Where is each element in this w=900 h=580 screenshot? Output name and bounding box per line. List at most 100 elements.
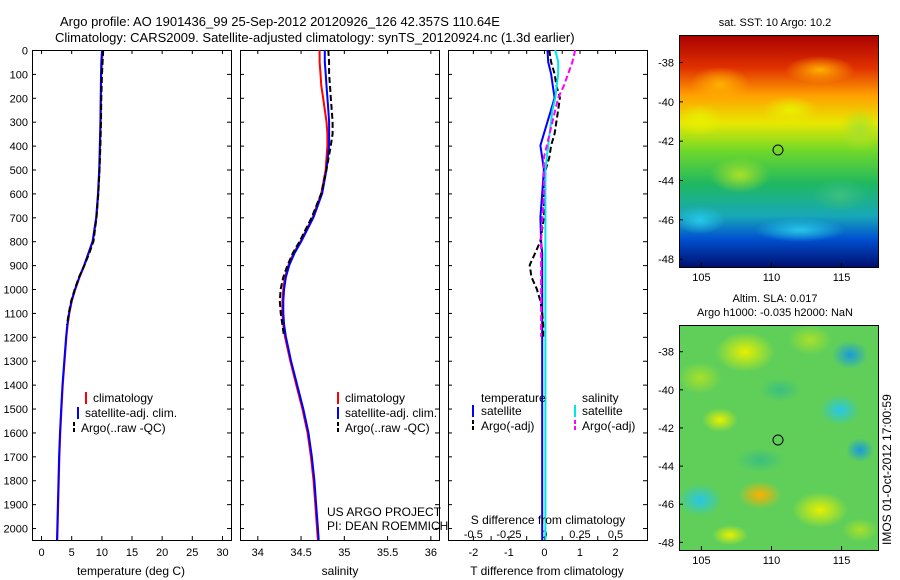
x-tick-label: -1 <box>504 547 514 559</box>
lat-tick-label: -46 <box>658 499 674 511</box>
series-line-satellite-adj-clim <box>56 49 103 541</box>
salinity-profile-plot: 34 34.5 35 35.5 36 <box>240 49 439 559</box>
depth-tick-label: 600 <box>10 189 28 201</box>
x-tick-label: 36 <box>425 547 437 559</box>
sst-map-title: sat. SST: 10 Argo: 10.2 <box>719 17 832 29</box>
x-tick-label: 1 <box>577 547 583 559</box>
sla-map-frame <box>679 325 879 551</box>
sst-map-ticks: -38 -40 -42 -44 -46 -48 105 110 115 <box>658 58 850 284</box>
temperature-profile-plot: 0100200300400500600700800900100011001200… <box>4 46 231 559</box>
depth-tick-label: 1800 <box>4 476 28 488</box>
legend-salinity-header: salinity <box>582 391 619 405</box>
depth-tick-label: 1400 <box>4 380 28 392</box>
x-tick-label: 30 <box>216 547 228 559</box>
depth-tick-label: 1500 <box>4 404 28 416</box>
lon-tick-label: 115 <box>833 272 851 284</box>
x-tick-label: 2 <box>612 547 618 559</box>
difference-legend: temperature salinity satellite Argo(-adj… <box>472 391 635 433</box>
s-diff-tick-label: 0.25 <box>569 529 590 541</box>
series-line-satellite-adj-clim <box>282 50 331 541</box>
sla-map-ticks: -38 -40 -42 -44 -46 -48 105 110 115 <box>658 347 850 567</box>
x-tick-label: 20 <box>156 547 168 559</box>
project-note-line2: PI: DEAN ROEMMICH <box>327 519 448 533</box>
depth-tick-label: 100 <box>10 69 28 81</box>
legend-temperature-header: temperature <box>481 391 546 405</box>
series-line-climatology <box>56 49 104 541</box>
lat-tick-label: -42 <box>658 423 674 435</box>
legend-climatology: climatology <box>345 391 405 405</box>
s-diff-tick-label: -0.25 <box>496 529 521 541</box>
series-line-s-satellite <box>544 49 560 540</box>
lat-tick-label: -40 <box>658 97 674 109</box>
x-tick-label: 35 <box>338 547 350 559</box>
lon-tick-label: 105 <box>692 555 710 567</box>
depth-tick-label: 800 <box>10 237 28 249</box>
depth-tick-label: 1900 <box>4 500 28 512</box>
argo-position-marker <box>772 144 784 156</box>
x-tick-label: -2 <box>468 547 478 559</box>
lat-tick-label: -38 <box>658 347 674 359</box>
legend-climatology: climatology <box>93 391 153 405</box>
lat-tick-label: -42 <box>658 136 674 148</box>
lat-tick-label: -48 <box>658 254 674 266</box>
sst-map-frame <box>679 35 879 268</box>
legend-argo: Argo(..raw -QC) <box>345 421 430 435</box>
x-tick-label: 35.5 <box>377 547 398 559</box>
difference-profile-plot: -2 -1 0 1 2-0.5 -0.25 0 0.25 0.5 <box>448 49 647 559</box>
depth-tick-label: 900 <box>10 261 28 273</box>
depth-tick-label: 400 <box>10 141 28 153</box>
series-line-argo-raw-qc <box>66 49 105 326</box>
lat-tick-label: -40 <box>658 385 674 397</box>
legend-t-argo: Argo(-adj) <box>481 419 534 433</box>
lat-tick-label: -38 <box>658 58 674 70</box>
difference-panel-frame <box>448 50 648 541</box>
legend-satellite-adj: satellite-adj. clim. <box>345 406 437 420</box>
t-difference-axis-label: T difference from climatology <box>470 564 624 578</box>
sla-map-title-line2: Argo h1000: -0.035 h2000: NaN <box>697 307 853 319</box>
lat-tick-label: -48 <box>658 537 674 549</box>
lon-tick-label: 110 <box>763 272 781 284</box>
imos-timestamp: IMOS 01-Oct-2012 17:00:59 <box>880 394 894 545</box>
figure-title-line1: Argo profile: AO 1901436_99 25-Sep-2012 … <box>60 14 500 29</box>
x-tick-label: 5 <box>69 547 75 559</box>
depth-tick-label: 300 <box>10 117 28 129</box>
x-tick-label: 34.5 <box>290 547 311 559</box>
x-tick-label: 34 <box>252 547 264 559</box>
depth-tick-label: 1200 <box>4 332 28 344</box>
depth-tick-label: 0 <box>22 46 28 58</box>
argo-position-marker <box>772 434 784 446</box>
series-line-s-argo-adj <box>540 49 577 337</box>
s-diff-tick-label: -0.5 <box>464 529 483 541</box>
figure-title-line2: Climatology: CARS2009. Satellite-adjuste… <box>55 30 575 45</box>
salinity-legend: climatology satellite-adj. clim. Argo(..… <box>337 391 437 435</box>
x-tick-label: 10 <box>96 547 108 559</box>
s-difference-axis-label: S difference from climatology <box>471 513 626 527</box>
lon-tick-label: 115 <box>833 555 851 567</box>
legend-s-satellite: satellite <box>582 404 623 418</box>
depth-tick-label: 2000 <box>4 524 28 536</box>
salinity-axis-label: salinity <box>322 564 359 578</box>
depth-tick-label: 200 <box>10 93 28 105</box>
series-line-climatology <box>281 50 329 541</box>
s-diff-tick-label: 0.5 <box>608 529 623 541</box>
salinity-panel-frame <box>240 50 440 541</box>
lat-tick-label: -44 <box>658 175 674 187</box>
depth-tick-label: 1300 <box>4 356 28 368</box>
depth-tick-label: 500 <box>10 165 28 177</box>
lat-tick-label: -46 <box>658 215 674 227</box>
sla-map <box>679 325 878 550</box>
lat-tick-label: -44 <box>658 461 674 473</box>
x-tick-label: 25 <box>186 547 198 559</box>
legend-s-argo: Argo(-adj) <box>582 419 635 433</box>
x-tick-label: 15 <box>126 547 138 559</box>
lon-tick-label: 105 <box>692 272 710 284</box>
temperature-legend: climatology satellite-adj. clim. Argo(..… <box>73 391 177 435</box>
sst-map <box>679 35 878 267</box>
depth-tick-label: 1000 <box>4 285 28 297</box>
legend-argo: Argo(..raw -QC) <box>81 421 166 435</box>
legend-t-satellite: satellite <box>481 404 522 418</box>
x-tick-label: 0 <box>38 547 44 559</box>
sla-map-title-line1: Altim. SLA: 0.017 <box>733 293 818 305</box>
series-line-argo-raw-qc <box>278 49 334 337</box>
